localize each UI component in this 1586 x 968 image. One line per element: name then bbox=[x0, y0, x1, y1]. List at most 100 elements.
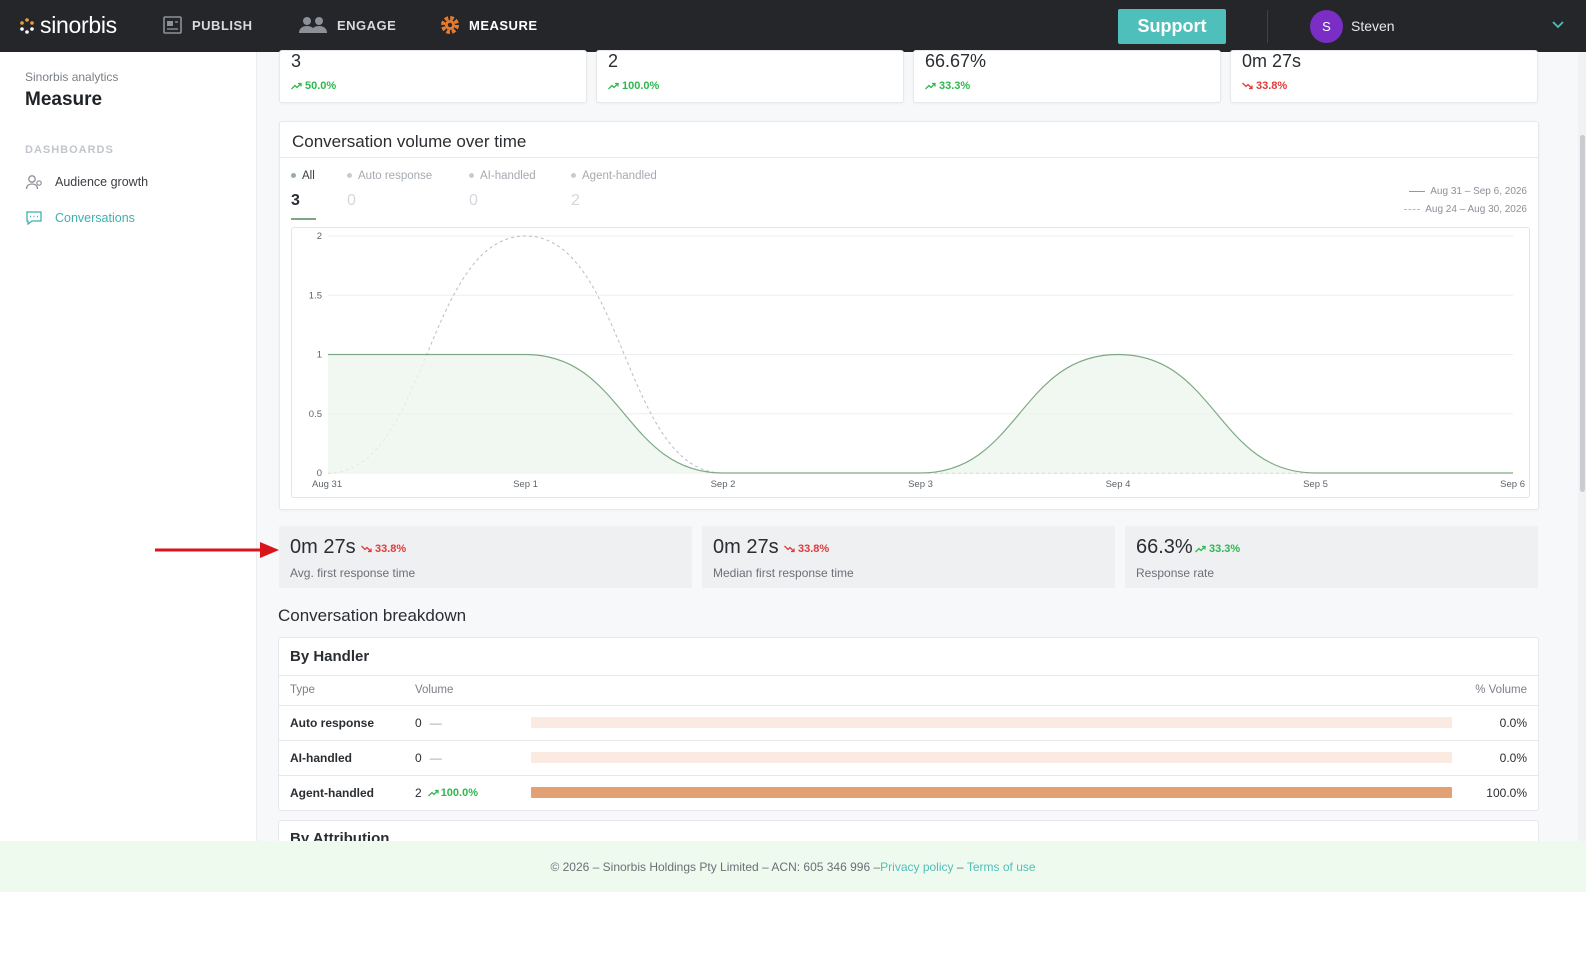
volume-panel: Conversation volume over time All Auto r… bbox=[279, 121, 1539, 510]
series-tab-agent-handled[interactable]: Agent-handled bbox=[571, 170, 657, 182]
series-tab-auto-response[interactable]: Auto response bbox=[347, 170, 432, 182]
nav-measure[interactable]: MEASURE bbox=[439, 14, 538, 36]
nav-publish[interactable]: PUBLISH bbox=[162, 14, 253, 36]
series-value-all: 3 bbox=[291, 192, 300, 209]
publish-icon bbox=[163, 16, 182, 34]
stat-card-agent-handled: 2 100.0% bbox=[596, 50, 904, 103]
series-tab-label: AI-handled bbox=[480, 170, 536, 182]
nav-measure-label: MEASURE bbox=[469, 17, 538, 33]
x-tick-label: Sep 1 bbox=[513, 479, 538, 490]
section-title: Conversation breakdown bbox=[278, 606, 467, 625]
sidebar-item-conversations[interactable]: Conversations bbox=[25, 209, 135, 227]
series-dot bbox=[291, 173, 296, 179]
stat-delta: 33.3% bbox=[925, 80, 970, 92]
stat-value: 3 bbox=[291, 51, 302, 71]
page-background bbox=[0, 892, 1586, 968]
row-pct: 0.0% bbox=[1499, 716, 1527, 730]
y-tick-label: 2 bbox=[317, 231, 322, 242]
volume-chart: 0 0.5 1 1.5 2 Aug 31 Sep 1 Sep 2 Sep 3 Sep 4 Sep 5… bbox=[291, 227, 1530, 498]
scrollbar-thumb[interactable] bbox=[1580, 135, 1585, 492]
stat-value: 2 bbox=[608, 51, 619, 71]
row-type: AI-handled bbox=[290, 751, 352, 765]
series-tab-ai-handled[interactable]: AI-handled bbox=[469, 170, 536, 182]
row-volume: 0 — bbox=[415, 751, 442, 765]
divider bbox=[279, 675, 1538, 676]
chevron-down-icon[interactable] bbox=[1551, 18, 1565, 32]
stat-value: 0m 27s bbox=[1242, 51, 1302, 71]
stat-card-response-rate: 66.67% 33.3% bbox=[913, 50, 1221, 103]
footer-text: © 2026 – Sinorbis Holdings Pty Limited –… bbox=[550, 859, 881, 874]
row-type: Agent-handled bbox=[290, 786, 374, 800]
series-area-current-period bbox=[328, 354, 1513, 473]
metric-delta-value: 33.8% bbox=[798, 543, 830, 555]
x-tick-label: Sep 2 bbox=[711, 479, 736, 490]
row-pct: 0.0% bbox=[1499, 751, 1527, 765]
trend-up-icon bbox=[427, 789, 439, 797]
x-tick-label: Sep 6 bbox=[1500, 479, 1525, 490]
series-dot bbox=[469, 173, 474, 179]
volume-bar bbox=[531, 752, 1452, 763]
row-volume-delta: 100.0% bbox=[427, 787, 478, 799]
series-tab-all[interactable]: All bbox=[291, 170, 315, 182]
nav-engage-label: ENGAGE bbox=[337, 17, 397, 33]
stat-delta: 50.0% bbox=[291, 80, 336, 92]
row-volume-dash: — bbox=[429, 751, 442, 765]
measure-gear-icon bbox=[441, 16, 459, 34]
volume-bar-fill bbox=[531, 787, 1452, 798]
by-handler-table: By Handler Type Volume % Volume Auto res… bbox=[278, 637, 1539, 811]
support-button[interactable]: Support bbox=[1118, 9, 1226, 44]
engage-icon bbox=[299, 17, 327, 33]
y-tick-label: 0.5 bbox=[309, 409, 322, 420]
trend-up-icon bbox=[291, 82, 302, 90]
stat-value: 66.67% bbox=[925, 51, 987, 71]
sinorbis-logo[interactable]: sinorbis bbox=[18, 12, 117, 39]
trend-down-icon bbox=[1242, 82, 1253, 90]
terms-of-use-link[interactable]: Terms of use bbox=[966, 859, 1036, 874]
column-header-pct-volume: % Volume bbox=[1475, 684, 1527, 696]
x-tick-label: Aug 31 bbox=[312, 479, 342, 490]
trend-down-icon bbox=[784, 545, 795, 553]
stat-delta: 100.0% bbox=[608, 80, 659, 92]
metric-label: Response rate bbox=[1136, 566, 1215, 580]
metric-delta: 33.8% bbox=[361, 543, 406, 555]
stat-delta-value: 33.3% bbox=[939, 80, 971, 92]
divider bbox=[280, 157, 1538, 158]
x-tick-label: Sep 5 bbox=[1303, 479, 1328, 490]
row-type: Auto response bbox=[290, 716, 375, 730]
series-tab-label: Agent-handled bbox=[582, 170, 657, 182]
legend-previous-period: Aug 24 – Aug 30, 2026 bbox=[1404, 204, 1527, 215]
nav-divider bbox=[1267, 10, 1268, 43]
stat-card-total-conversations: 3 50.0% bbox=[279, 50, 587, 103]
chat-bubble-icon bbox=[26, 211, 42, 226]
sidebar-item-label: Conversations bbox=[55, 211, 135, 225]
metric-delta-value: 33.3% bbox=[1209, 543, 1241, 555]
footer-separator: – bbox=[953, 859, 967, 874]
table-row: AI-handled 0 — 0.0% bbox=[279, 740, 1538, 775]
sidebar-section-heading: DASHBOARDS bbox=[25, 144, 114, 156]
series-dot bbox=[571, 173, 576, 179]
row-pct: 100.0% bbox=[1486, 786, 1527, 800]
sidebar-item-label: Audience growth bbox=[55, 175, 149, 189]
trend-down-icon bbox=[361, 545, 372, 553]
brand-name: sinorbis bbox=[40, 12, 117, 38]
trend-up-icon bbox=[1195, 545, 1206, 553]
avatar[interactable]: S bbox=[1310, 10, 1343, 43]
legend-swatch bbox=[1409, 191, 1426, 192]
row-volume-value: 2 bbox=[415, 786, 422, 800]
volume-chart-svg: 0 0.5 1 1.5 2 Aug 31 Sep 1 Sep 2 Sep 3 Sep 4 Sep 5… bbox=[309, 231, 1525, 490]
annotation-arrow-icon bbox=[155, 542, 279, 558]
legend-swatch bbox=[1404, 209, 1421, 210]
metric-label: Avg. first response time bbox=[290, 566, 416, 580]
table-title: By Handler bbox=[290, 648, 370, 665]
divider bbox=[279, 775, 1538, 776]
row-volume-delta-value: 100.0% bbox=[440, 787, 478, 799]
user-name[interactable]: Steven bbox=[1351, 18, 1395, 34]
row-volume-dash: — bbox=[429, 716, 442, 730]
privacy-policy-link[interactable]: Privacy policy bbox=[880, 859, 954, 874]
metric-value: 0m 27s bbox=[290, 536, 356, 558]
sidebar-item-audience-growth[interactable]: Audience growth bbox=[25, 173, 148, 191]
metric-delta-value: 33.8% bbox=[375, 543, 407, 555]
nav-engage[interactable]: ENGAGE bbox=[297, 14, 396, 36]
metric-median-first-response: 0m 27s 33.8% Median first response time bbox=[702, 526, 1115, 588]
metric-value: 0m 27s bbox=[713, 536, 779, 558]
